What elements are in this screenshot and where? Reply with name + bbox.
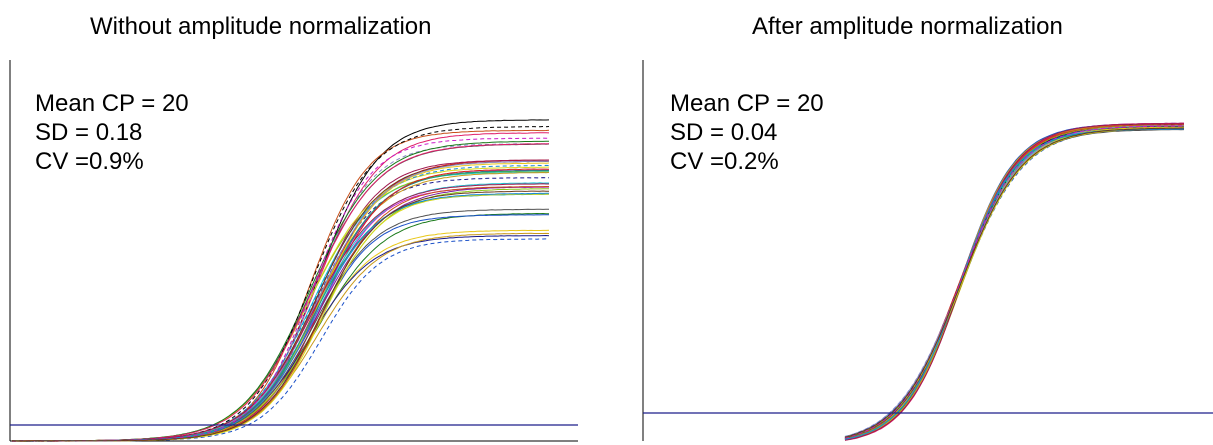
amplification-curve (11, 166, 549, 442)
amplification-curve (11, 232, 550, 442)
right-stats-annotation: Mean CP = 20 SD = 0.04 CV =0.2% (670, 89, 824, 176)
amplification-curve (11, 137, 550, 442)
left-stats-annotation: Mean CP = 20 SD = 0.18 CV =0.9% (35, 89, 189, 176)
amplification-curve (11, 160, 550, 442)
left-sd: SD = 0.18 (35, 119, 143, 146)
amplification-curve (12, 238, 550, 442)
right-mean-cp: Mean CP = 20 (670, 90, 824, 117)
right-plot-area (642, 60, 1213, 441)
amplification-curve (11, 186, 549, 442)
amplification-curve (11, 132, 550, 442)
amplification-curve (11, 183, 549, 442)
amplification-curve (11, 208, 550, 442)
amplification-curve (11, 229, 550, 442)
left-mean-cp: Mean CP = 20 (35, 90, 189, 117)
amplification-curve (844, 123, 1184, 441)
amplification-curve (844, 124, 1185, 438)
amplification-curve (844, 127, 1185, 438)
amplification-curve (11, 160, 550, 442)
amplification-curve (12, 190, 550, 442)
left-chart-title: Without amplitude normalization (90, 13, 432, 40)
amplification-curve (12, 186, 549, 442)
right-sd: SD = 0.04 (670, 119, 778, 146)
amplification-curve (11, 186, 549, 442)
left-plot-area (9, 60, 578, 442)
amplification-curve (11, 234, 550, 442)
amplification-curve (12, 170, 550, 442)
amplification-curve (11, 171, 550, 442)
right-chart-title: After amplitude normalization (752, 13, 1063, 40)
amplification-curve (11, 177, 549, 442)
amplification-curve (11, 212, 549, 442)
amplification-curve (11, 170, 550, 442)
amplification-curve (11, 171, 550, 442)
amplification-curve (11, 214, 550, 442)
amplification-curve (11, 164, 550, 442)
left-cv: CV =0.9% (35, 148, 144, 175)
right-cv: CV =0.2% (670, 148, 779, 175)
amplification-curve (11, 192, 549, 442)
amplification-curve (11, 162, 550, 442)
amplification-curve (12, 188, 550, 442)
amplification-curve (12, 129, 550, 442)
amplification-curve (11, 182, 549, 442)
amplification-curve (11, 193, 550, 442)
amplification-curve (12, 168, 550, 442)
